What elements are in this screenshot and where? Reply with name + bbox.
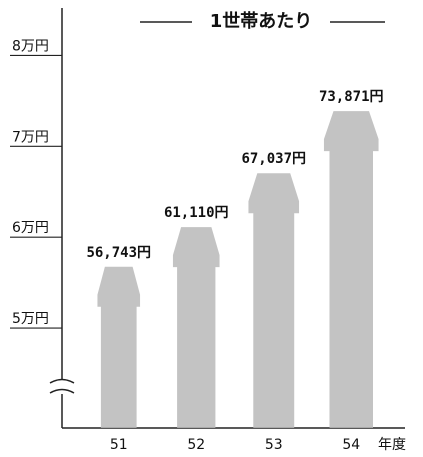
bar (323, 111, 379, 429)
value-label: 56,743円 (86, 245, 151, 261)
y-tick-label: 8万円 (12, 38, 49, 54)
value-label: 61,110円 (164, 205, 229, 221)
x-axis-label: 年度 (378, 437, 406, 453)
x-tick-label: 53 (265, 437, 283, 453)
bar (172, 227, 220, 428)
bar (248, 173, 300, 428)
value-label: 67,037円 (241, 151, 306, 167)
value-label: 73,871円 (319, 89, 384, 105)
axis-break (49, 378, 75, 394)
x-tick-label: 51 (110, 437, 128, 453)
y-tick-label: 5万円 (12, 311, 49, 327)
bar (97, 266, 141, 428)
x-tick-label: 54 (342, 437, 360, 453)
chart-title: 1世帯あたり (210, 10, 313, 32)
y-tick-label: 6万円 (12, 220, 49, 236)
x-tick-label: 52 (187, 437, 205, 453)
y-tick-label: 7万円 (12, 129, 49, 145)
